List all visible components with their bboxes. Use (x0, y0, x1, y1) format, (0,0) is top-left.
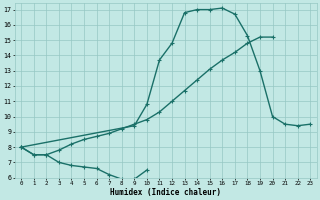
X-axis label: Humidex (Indice chaleur): Humidex (Indice chaleur) (110, 188, 221, 197)
